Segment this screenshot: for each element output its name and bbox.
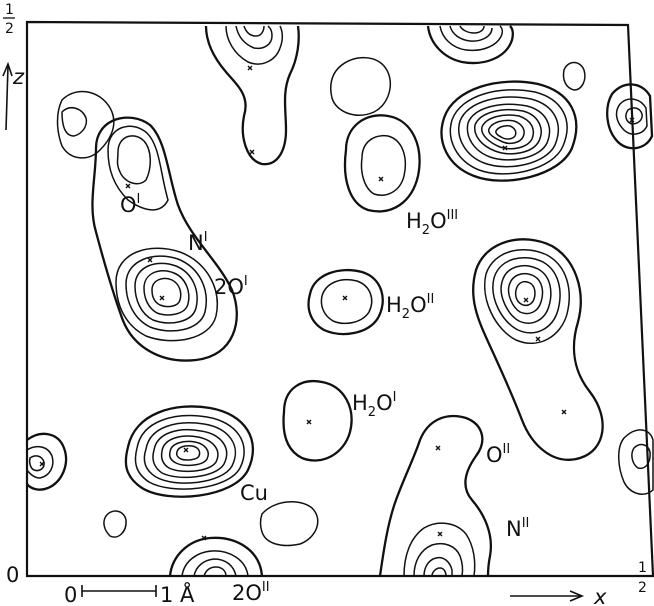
marker-2o1 — [159, 295, 165, 301]
svg-text:1 Å: 1 Å — [160, 581, 195, 606]
marker-h2o1 — [306, 419, 312, 425]
edge-peak-left-bottom — [26, 432, 68, 491]
marker-h2o3 — [378, 176, 384, 182]
water-two-inner — [320, 278, 373, 324]
label-h2o3: H2OIII — [406, 208, 458, 238]
top-left-contours — [204, 25, 300, 166]
water-three-inner — [360, 134, 407, 196]
edge-peak-left-top — [56, 90, 115, 159]
label-o2: OII — [486, 442, 510, 467]
edge-peak-left-top-inner — [61, 107, 88, 137]
label-h2o1: H2OI — [352, 390, 396, 420]
edge-peak-right-top-core — [625, 107, 643, 125]
small-peak-right-top — [562, 61, 586, 91]
marker-right-2 — [535, 336, 541, 342]
marker-edge-left — [39, 461, 45, 467]
ligand-one-contours — [91, 116, 238, 362]
label-h2o2: H2OII — [386, 292, 434, 322]
edge-peak-left-bottom-core — [28, 455, 45, 472]
edge-peak-right-bottom — [618, 429, 654, 495]
marker-cu-upper — [502, 145, 508, 151]
marker-top-left — [249, 149, 255, 155]
z-axis-arrow: z — [2, 61, 25, 131]
bottom-column-contours — [378, 414, 493, 577]
marker-bottom-left — [201, 535, 207, 541]
water-three-outer — [343, 114, 421, 213]
atom-markers — [39, 65, 635, 541]
marker-h2o2 — [342, 295, 348, 301]
svg-text:2: 2 — [5, 21, 14, 37]
svg-text:1: 1 — [638, 560, 647, 576]
marker-n2 — [437, 531, 443, 537]
marker-o2 — [435, 445, 441, 451]
origin-label: 0 — [6, 563, 19, 587]
bottom-left-contours — [168, 536, 264, 577]
x-axis-label: x — [593, 585, 607, 606]
label-o1: OI — [120, 192, 140, 217]
edge-peak-left-bottom-mid — [26, 445, 54, 479]
marker-top-left-2 — [247, 65, 253, 71]
svg-text:2: 2 — [638, 580, 647, 596]
label-2o1: 2OI — [214, 274, 248, 299]
cu-peak-upper-contours — [440, 80, 578, 182]
ligand-two-contours — [472, 238, 604, 461]
cu-peak-contours — [124, 405, 254, 498]
marker-o1 — [125, 183, 131, 189]
scale-bar: 0 1 Å — [64, 581, 195, 606]
edge-peak-right-bottom-inner — [631, 443, 651, 470]
marker-cu — [183, 447, 189, 453]
svg-text:1: 1 — [5, 2, 14, 18]
marker-edge-right — [629, 117, 635, 123]
label-n1: NI — [188, 230, 208, 255]
x-axis-arrow: x — [510, 585, 607, 606]
svg-text:0: 0 — [64, 583, 77, 606]
label-2o2: 2OII — [232, 580, 270, 605]
z-axis-half-label: 1 2 — [3, 2, 15, 37]
edge-peak-right-top-inner — [615, 98, 648, 135]
water-two-outer — [307, 268, 384, 336]
edge-peak-right-top — [606, 83, 654, 150]
top-right-contours — [426, 25, 514, 65]
marker-n1 — [147, 257, 153, 263]
marker-right-3 — [561, 409, 567, 415]
z-axis-label: z — [12, 65, 25, 89]
x-axis-half-label: 1 2 — [636, 560, 650, 596]
small-peak-center-top — [329, 56, 392, 116]
label-n2: NII — [506, 516, 529, 541]
small-peak-left-bottom — [103, 510, 127, 538]
marker-right-1 — [523, 297, 529, 303]
unit-cell-frame — [25, 20, 654, 578]
label-cu: Cu — [240, 481, 268, 505]
small-peak-center-bottom — [259, 501, 319, 547]
water-one-outer — [282, 380, 353, 462]
